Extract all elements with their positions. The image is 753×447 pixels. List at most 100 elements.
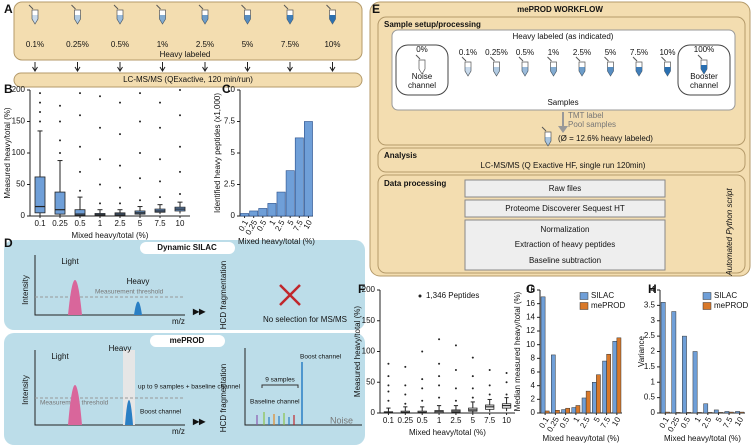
outlier bbox=[454, 387, 457, 390]
x-tick-label: 0.5 bbox=[558, 415, 572, 430]
outlier bbox=[39, 92, 41, 95]
arrow-head bbox=[558, 126, 568, 133]
tube bbox=[544, 131, 552, 147]
tube-label: 5% bbox=[605, 48, 617, 57]
arrow bbox=[244, 62, 251, 72]
bar bbox=[276, 191, 286, 217]
y-tick-label: 150 bbox=[362, 316, 376, 325]
outlier bbox=[438, 384, 441, 387]
bar bbox=[692, 351, 698, 414]
outlier bbox=[59, 152, 61, 154]
y-axis-label: Measured heavy/total (%) bbox=[3, 107, 12, 198]
tube-label: 5% bbox=[242, 40, 254, 49]
outlier bbox=[139, 120, 141, 123]
tube-label: 0.25% bbox=[485, 48, 508, 57]
samples-box bbox=[391, 29, 736, 111]
bar bbox=[585, 390, 591, 414]
bar bbox=[565, 407, 570, 414]
pool-mean: (Ø = 12.6% heavy labeled) bbox=[558, 134, 653, 143]
y-tick-label: 12 bbox=[526, 326, 535, 335]
x-tick-label: 0.1 bbox=[383, 416, 395, 425]
lcms-box bbox=[13, 72, 363, 88]
legend-dot bbox=[418, 294, 422, 298]
heavy-window bbox=[123, 350, 135, 425]
y-tick-label: 1.5 bbox=[644, 362, 656, 371]
bar bbox=[728, 411, 734, 414]
outlier bbox=[99, 183, 101, 186]
tube-cap bbox=[661, 56, 666, 62]
bracket bbox=[261, 384, 299, 388]
tube-fill bbox=[329, 15, 336, 24]
tube-label: 10% bbox=[659, 48, 675, 57]
outlier bbox=[119, 133, 121, 136]
bar bbox=[739, 411, 745, 414]
x-tick-label: 2.5 bbox=[273, 218, 287, 233]
bar bbox=[581, 397, 587, 414]
legend-label: SILAC bbox=[714, 291, 737, 300]
outlier bbox=[179, 145, 181, 148]
tube bbox=[116, 9, 124, 25]
boost-label: Boost channel bbox=[300, 354, 342, 361]
x-tick-label: 10 bbox=[733, 415, 746, 428]
y-tick-label: 2 bbox=[531, 394, 536, 403]
tube-cap bbox=[198, 4, 204, 10]
light-peak bbox=[68, 385, 82, 425]
outlier bbox=[438, 396, 441, 399]
bar bbox=[571, 407, 577, 414]
arrows: ▶▶ bbox=[192, 307, 206, 316]
outlier bbox=[99, 126, 101, 129]
baseline-label: Baseline channel bbox=[250, 399, 300, 406]
tube-fill bbox=[550, 67, 557, 76]
no-selection: No selection for MS/MS bbox=[263, 315, 347, 324]
tube-cap bbox=[547, 56, 552, 62]
outlier bbox=[471, 375, 474, 378]
legend-swatch bbox=[702, 292, 712, 300]
outlier bbox=[454, 344, 457, 347]
title-pill bbox=[140, 242, 235, 254]
axes bbox=[244, 348, 362, 426]
outlier bbox=[505, 381, 508, 384]
heavy-label: Heavy bbox=[109, 344, 132, 353]
bar bbox=[294, 137, 304, 217]
arrow bbox=[74, 62, 81, 72]
y-label: Intensity bbox=[21, 375, 30, 405]
tube-cap bbox=[415, 54, 421, 60]
outlier bbox=[179, 192, 181, 195]
x-label: m/z bbox=[172, 427, 185, 436]
tube-fill bbox=[32, 15, 38, 24]
panel-letter: H bbox=[648, 282, 657, 296]
tube-label: 0.5% bbox=[516, 48, 534, 57]
outlier bbox=[159, 180, 161, 183]
y-tick-label: 18 bbox=[526, 285, 535, 294]
outlier bbox=[159, 158, 161, 161]
tube bbox=[418, 59, 426, 75]
x-tick-label: 10 bbox=[610, 415, 623, 428]
outlier bbox=[404, 393, 407, 396]
heavy-label: Heavy bbox=[127, 277, 150, 286]
tube-label: 0.1% bbox=[459, 48, 477, 57]
panel-letter: B bbox=[4, 82, 13, 96]
bar bbox=[616, 337, 622, 414]
y-tick-label: 14 bbox=[526, 312, 535, 321]
bar bbox=[240, 213, 249, 217]
box bbox=[34, 176, 46, 214]
y-axis-label: Variance bbox=[637, 335, 646, 367]
tube bbox=[31, 9, 39, 25]
arrow bbox=[329, 62, 336, 72]
outlier bbox=[79, 114, 81, 117]
legend-label: mePROD bbox=[714, 301, 748, 310]
outlier bbox=[99, 95, 101, 98]
outlier bbox=[488, 384, 491, 387]
y-tick-label: 10 bbox=[226, 85, 235, 94]
outlier bbox=[421, 399, 424, 402]
y-tick-label: 3.5 bbox=[644, 300, 656, 309]
reporter-lines bbox=[256, 412, 295, 425]
outlier bbox=[505, 393, 508, 396]
outlier bbox=[438, 362, 441, 365]
legend-swatch bbox=[579, 302, 589, 310]
x-axis-label: Mixed heavy/total (%) bbox=[409, 428, 486, 437]
bar bbox=[686, 412, 692, 414]
box bbox=[74, 209, 86, 216]
outlier bbox=[159, 196, 161, 199]
